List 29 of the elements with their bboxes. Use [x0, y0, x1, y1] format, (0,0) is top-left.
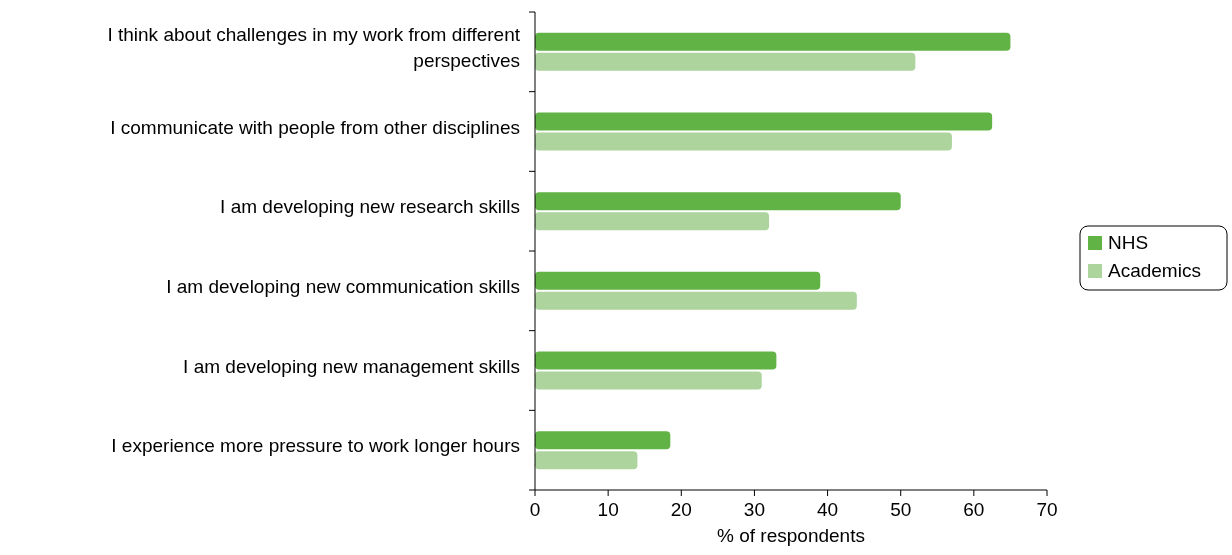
x-tick-label: 30 [743, 499, 765, 520]
bar [535, 192, 901, 211]
legend-label: Academics [1108, 260, 1201, 281]
bar [535, 451, 638, 470]
y-tick-label: I am developing new research skills [220, 196, 520, 218]
x-tick-label: 70 [1036, 499, 1058, 520]
x-tick-label: 50 [890, 499, 912, 520]
x-tick-label: 60 [963, 499, 985, 520]
y-tick-label: I am developing new communication skills [166, 275, 520, 297]
legend-label: NHS [1108, 232, 1149, 253]
bar [535, 32, 1011, 51]
bar [535, 132, 952, 151]
x-tick-label: 40 [817, 499, 839, 520]
bar [535, 371, 762, 390]
y-tick-label: I am developing new management skills [183, 355, 520, 377]
bar [535, 112, 993, 131]
y-tick-label: I experience more pressure to work longer hours [111, 435, 520, 457]
y-tick-label: I communicate with people from other disciplines [110, 116, 520, 138]
bar [535, 52, 916, 71]
bar [535, 431, 671, 450]
bar [535, 291, 857, 310]
bar [535, 212, 770, 231]
x-tick-label: 20 [670, 499, 692, 520]
x-tick-label: 10 [597, 499, 619, 520]
bar [535, 271, 821, 290]
y-tick-label: I think about challenges in my work from different perspectives [107, 23, 521, 71]
bar [535, 351, 777, 370]
x-axis-title: % of respondents [717, 525, 865, 546]
x-tick-label: 0 [529, 499, 541, 520]
